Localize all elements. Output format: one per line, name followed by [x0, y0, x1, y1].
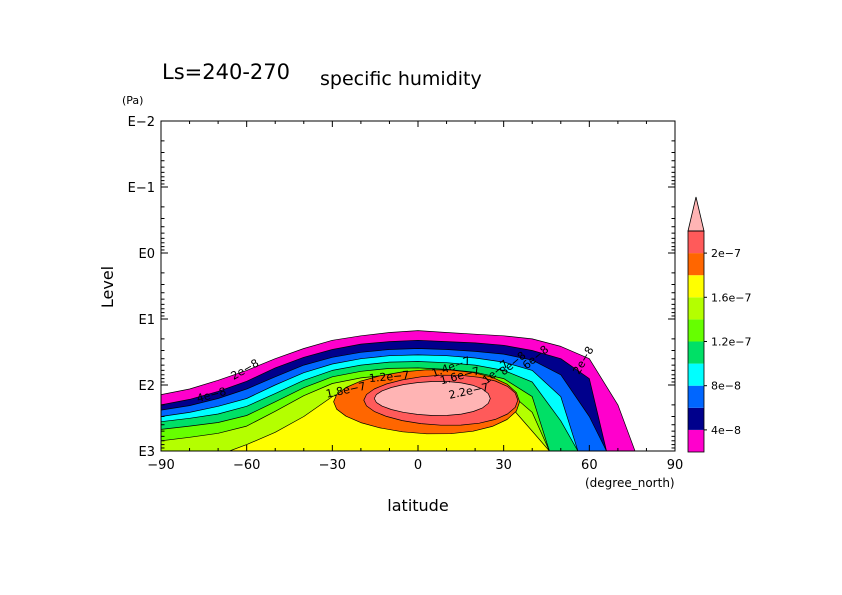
x-tick-label: −30	[319, 458, 346, 473]
colorbar-label: 2e−7	[711, 247, 741, 260]
colorbar-band	[688, 363, 704, 386]
x-axis: −90 −60 −30 0 30 60 90	[147, 121, 683, 473]
x-axis-unit: (degree_north)	[585, 476, 675, 490]
x-tick-label: −90	[147, 458, 174, 473]
x-axis-label: latitude	[387, 496, 448, 515]
colorbar-label: 8e−8	[711, 380, 741, 393]
contour-label: 1.2e−7	[368, 369, 409, 385]
y-tick-label: E2	[139, 379, 156, 394]
y-axis: E−2 E−1 E0 E1 E2 E3	[128, 115, 675, 460]
y-tick-label: E3	[139, 445, 156, 460]
contour-fill-layer	[161, 330, 636, 451]
colorbar: 2e−7 1.6e−7 1.2e−7 8e−8 4e−8	[687, 196, 751, 453]
x-tick-label: 90	[667, 458, 684, 473]
colorbar-band	[688, 275, 704, 298]
colorbar-band	[688, 429, 704, 452]
x-tick-label: −60	[233, 458, 260, 473]
y-axis-label: Level	[98, 266, 117, 308]
colorbar-band	[688, 385, 704, 408]
y-tick-label: E−1	[128, 181, 155, 196]
x-tick-label: 60	[581, 458, 598, 473]
colorbar-extend-arrow	[687, 196, 705, 232]
y-tick-label: E0	[139, 247, 156, 262]
colorbar-band	[688, 231, 704, 254]
chart-title: Ls=240-270	[162, 60, 290, 84]
colorbar-band	[688, 341, 704, 364]
colorbar-label: 1.6e−7	[711, 291, 751, 304]
y-tick-label: E1	[139, 313, 156, 328]
colorbar-band	[688, 407, 704, 430]
colorbar-label: 4e−8	[711, 424, 741, 437]
colorbar-band	[688, 319, 704, 342]
x-tick-label: 30	[495, 458, 512, 473]
y-unit: (Pa)	[122, 94, 143, 107]
colorbar-band	[688, 297, 704, 320]
colorbar-band	[688, 253, 704, 276]
x-tick-label: 0	[414, 458, 422, 473]
y-tick-label: E−2	[128, 115, 155, 130]
colorbar-label: 1.2e−7	[711, 336, 751, 349]
contour-band	[373, 381, 491, 416]
chart-subtitle: specific humidity	[320, 68, 482, 90]
